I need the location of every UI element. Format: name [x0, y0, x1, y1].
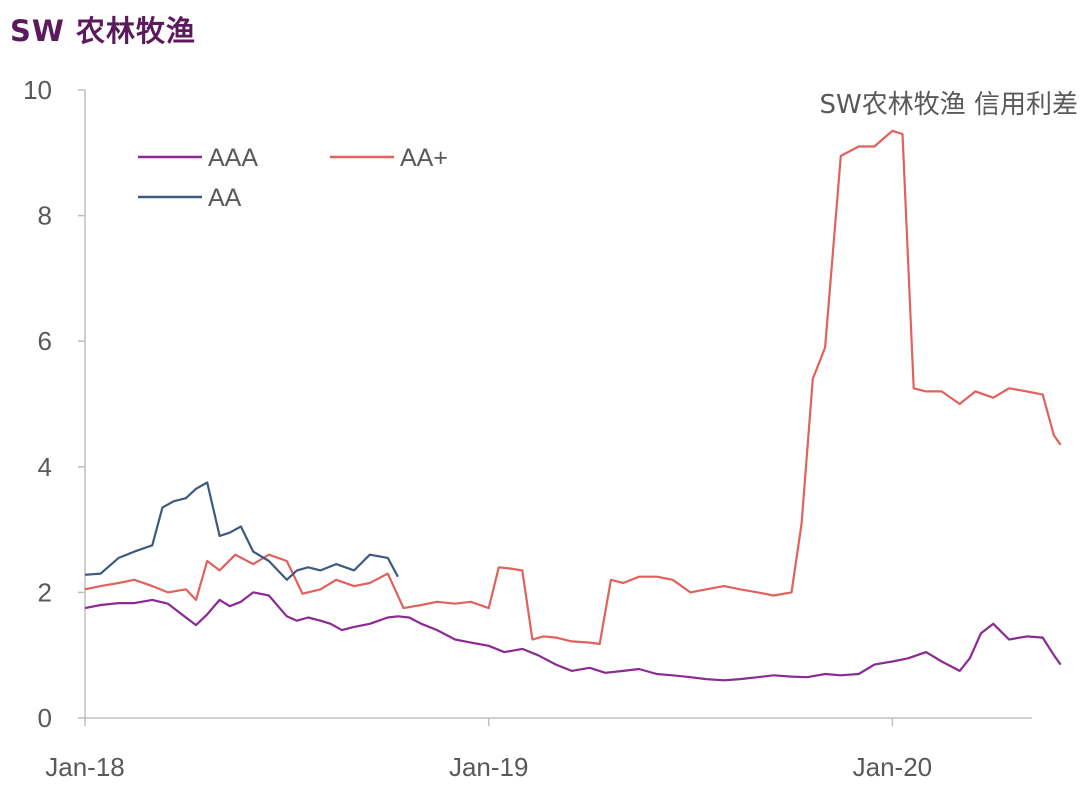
y-tick-label: 8: [38, 201, 52, 231]
y-tick-label: 2: [38, 577, 52, 607]
legend-label: AA+: [400, 144, 448, 172]
legend: AAA AA+ AA: [138, 144, 448, 212]
page-title: SW 农林牧渔: [10, 14, 196, 48]
chart-title: SW农林牧渔 信用利差: [820, 90, 1078, 120]
series-lines: [84, 129, 1062, 682]
y-tick-label: 10: [23, 75, 52, 105]
legend-label: AA: [208, 184, 242, 212]
x-tick-label: Jan-18: [45, 752, 125, 782]
y-tick-label: 6: [38, 326, 52, 356]
x-axis: Jan-18 Jan-19 Jan-20: [45, 717, 1032, 782]
x-tick-label: Jan-20: [853, 752, 933, 782]
y-tick-label: 4: [38, 452, 52, 482]
series-line-aaa: [84, 591, 1062, 682]
y-tick-label: 0: [38, 703, 52, 733]
x-tick-label: Jan-19: [449, 752, 529, 782]
legend-label: AAA: [208, 144, 258, 172]
y-axis: 0 2 4 6 8 10: [23, 75, 86, 733]
series-line-aa: [84, 481, 399, 581]
series-line-aaplus: [84, 129, 1062, 646]
